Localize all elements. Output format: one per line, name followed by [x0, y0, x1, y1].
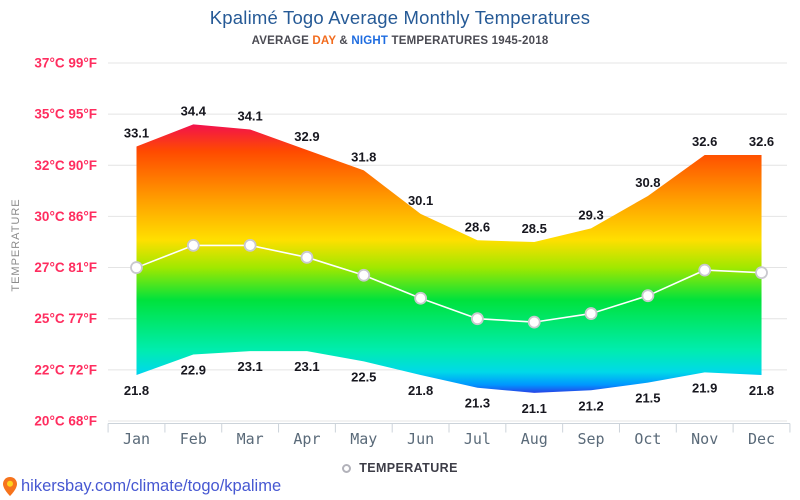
footer-link[interactable]: hikersbay.com/climate/togo/kpalime [21, 477, 282, 495]
y-axis-title: TEMPERATURE [10, 198, 22, 291]
night-value-label: 21.2 [578, 398, 603, 413]
month-label-may: May [350, 430, 377, 448]
night-value-label: 21.8 [749, 383, 774, 398]
average-temperature-marker[interactable] [414, 291, 428, 305]
day-value-label: 32.6 [692, 134, 717, 149]
average-temperature-marker[interactable] [641, 289, 655, 303]
month-label-jan: Jan [123, 430, 150, 448]
average-temperature-marker[interactable] [130, 261, 143, 274]
y-tick-label: 35°C 95°F [34, 107, 97, 122]
average-temperature-marker[interactable] [755, 266, 768, 280]
month-label-aug: Aug [521, 430, 548, 448]
average-temperature-marker[interactable] [584, 307, 598, 320]
average-temperature-marker[interactable] [300, 250, 314, 264]
legend-label: TEMPERATURE [359, 461, 458, 475]
average-temperature-marker[interactable] [698, 263, 712, 277]
average-temperature-marker[interactable] [243, 238, 257, 252]
night-value-label: 21.8 [408, 383, 433, 398]
month-label-jun: Jun [407, 430, 434, 448]
month-label-oct: Oct [634, 430, 661, 448]
night-value-label: 21.8 [124, 383, 149, 398]
average-temperature-marker[interactable] [186, 238, 200, 252]
day-value-label: 28.6 [465, 219, 490, 234]
day-value-label: 30.1 [408, 193, 433, 208]
night-value-label: 22.9 [181, 362, 206, 377]
subtitle-night: NIGHT [351, 35, 389, 47]
month-label-feb: Feb [180, 430, 207, 448]
y-tick-label: 37°C 99°F [34, 56, 97, 71]
day-value-label: 34.4 [181, 103, 207, 118]
average-temperature-marker[interactable] [471, 312, 484, 326]
month-label-dec: Dec [748, 430, 775, 448]
month-label-jul: Jul [464, 430, 491, 448]
day-value-label: 31.8 [351, 149, 376, 164]
average-temperature-line [136, 244, 762, 323]
legend-item-temperature[interactable]: TEMPERATURE [0, 461, 800, 475]
day-value-label: 32.6 [749, 134, 774, 149]
location-pin-icon [3, 477, 17, 496]
y-tick-label: 20°C 68°F [34, 413, 97, 428]
chart-subtitle: AVERAGE DAY & NIGHT TEMPERATURES 1945-20… [0, 35, 800, 47]
month-label-sep: Sep [578, 430, 605, 448]
subtitle-day: DAY [312, 35, 337, 47]
y-tick-label: 25°C 77°F [34, 311, 97, 326]
night-value-label: 21.9 [692, 380, 717, 395]
day-value-label: 33.1 [124, 126, 149, 141]
page-title: Kpalimé Togo Average Monthly Temperature… [209, 7, 591, 28]
night-value-label: 21.1 [522, 401, 547, 416]
day-value-label: 28.5 [522, 221, 547, 236]
month-label-nov: Nov [691, 430, 718, 448]
subtitle-suffix: TEMPERATURES 1945-2018 [388, 35, 549, 47]
night-value-label: 23.1 [294, 359, 319, 374]
day-value-label: 30.8 [635, 175, 660, 190]
average-temperature-marker[interactable] [357, 268, 371, 282]
temperature-area-fill [136, 124, 762, 393]
y-tick-label: 30°C 86°F [34, 209, 97, 224]
footer: hikersbay.com/climate/togo/kpalime [3, 477, 281, 496]
day-value-label: 29.3 [578, 207, 603, 222]
night-value-label: 21.5 [635, 391, 660, 406]
y-tick-label: 27°C 81°F [34, 260, 97, 275]
average-temperature-marker[interactable] [527, 315, 541, 329]
night-value-label: 23.1 [237, 359, 262, 374]
subtitle-prefix: AVERAGE [251, 35, 313, 47]
y-tick-label: 22°C 72°F [34, 362, 97, 377]
legend-marker-icon [342, 463, 352, 473]
day-value-label: 34.1 [237, 108, 262, 123]
month-label-mar: Mar [237, 430, 264, 448]
night-value-label: 22.5 [351, 369, 376, 384]
subtitle-amp: & [336, 35, 352, 47]
month-label-apr: Apr [293, 430, 320, 448]
y-tick-label: 32°C 90°F [34, 158, 97, 173]
day-value-label: 32.9 [294, 129, 319, 144]
night-value-label: 21.3 [465, 396, 490, 411]
